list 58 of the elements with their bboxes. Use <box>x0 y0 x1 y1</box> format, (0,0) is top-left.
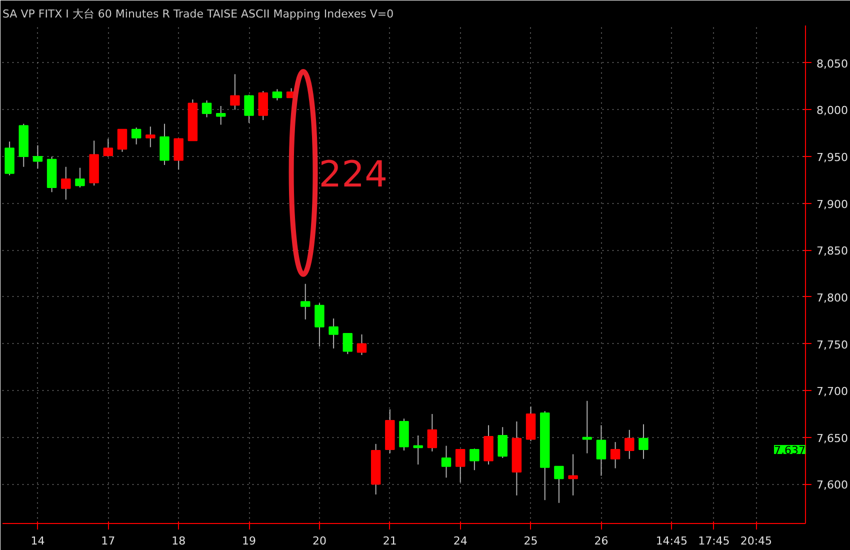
x-tick-label: 25 <box>524 534 538 548</box>
candlestick <box>455 449 466 483</box>
candlestick <box>174 138 184 170</box>
candlestick <box>470 448 480 471</box>
candlestick <box>342 332 353 355</box>
y-tick-label: 7,650 <box>816 432 848 445</box>
candlestick <box>131 127 142 145</box>
x-tick-label: 17 <box>101 534 116 548</box>
x-tick-label: 14:45 <box>656 534 688 548</box>
candlestick <box>441 445 452 478</box>
x-tick-label: 20 <box>312 534 326 548</box>
x-tick-label: 24 <box>453 534 468 548</box>
y-tick-label: 7,750 <box>816 338 848 352</box>
y-tick-label: 7,900 <box>816 198 848 211</box>
candlestick <box>427 413 438 452</box>
annotation: 224 <box>318 154 388 196</box>
x-tick-label: 19 <box>242 534 256 548</box>
candlestick <box>582 400 592 454</box>
candlestick <box>216 106 226 126</box>
candlestick <box>610 442 620 469</box>
candlestick <box>202 100 212 118</box>
y-tick-label: 7,850 <box>816 244 848 258</box>
x-tick-label: 26 <box>594 534 608 548</box>
candlestick <box>356 334 367 356</box>
x-tick-label: 14 <box>30 534 45 548</box>
candlestick <box>624 429 634 460</box>
candlestick <box>498 426 508 458</box>
candlestick <box>103 138 114 158</box>
candlestick <box>244 94 254 124</box>
candlestick <box>117 128 128 152</box>
candlestick <box>230 74 240 110</box>
candlestick <box>75 167 85 188</box>
x-tick-label: 18 <box>172 534 186 548</box>
annotation: 7,637 <box>774 444 806 458</box>
candlestick <box>300 283 310 320</box>
chart-title: SA VP FITX I 大台 60 Minutes R Trade TAISE ASCII Mapping Indexes V=0 <box>2 8 394 20</box>
candlestick <box>32 144 43 170</box>
candlestick <box>638 424 648 460</box>
candlestick <box>258 90 268 121</box>
candlestick <box>413 435 423 466</box>
x-tick-label: 20:45 <box>740 534 772 548</box>
y-tick-label: 7,800 <box>816 291 848 304</box>
y-tick-label: 7,600 <box>816 478 848 492</box>
x-tick-label: 17:45 <box>698 534 730 548</box>
y-tick-label: 8,050 <box>816 57 848 70</box>
y-tick-label: 7,700 <box>816 385 848 398</box>
y-tick-label: 8,000 <box>816 104 848 118</box>
candlestick <box>61 166 71 200</box>
candlestick <box>554 466 564 504</box>
candlestick <box>328 318 338 349</box>
candlestick <box>596 424 606 476</box>
y-tick-label: 7,950 <box>816 151 848 164</box>
candlestick <box>160 123 170 166</box>
candlestick <box>146 126 156 148</box>
x-tick-label: 21 <box>382 534 397 548</box>
candlestick <box>314 303 324 348</box>
candlestick <box>272 88 282 101</box>
candlestick <box>568 454 578 496</box>
